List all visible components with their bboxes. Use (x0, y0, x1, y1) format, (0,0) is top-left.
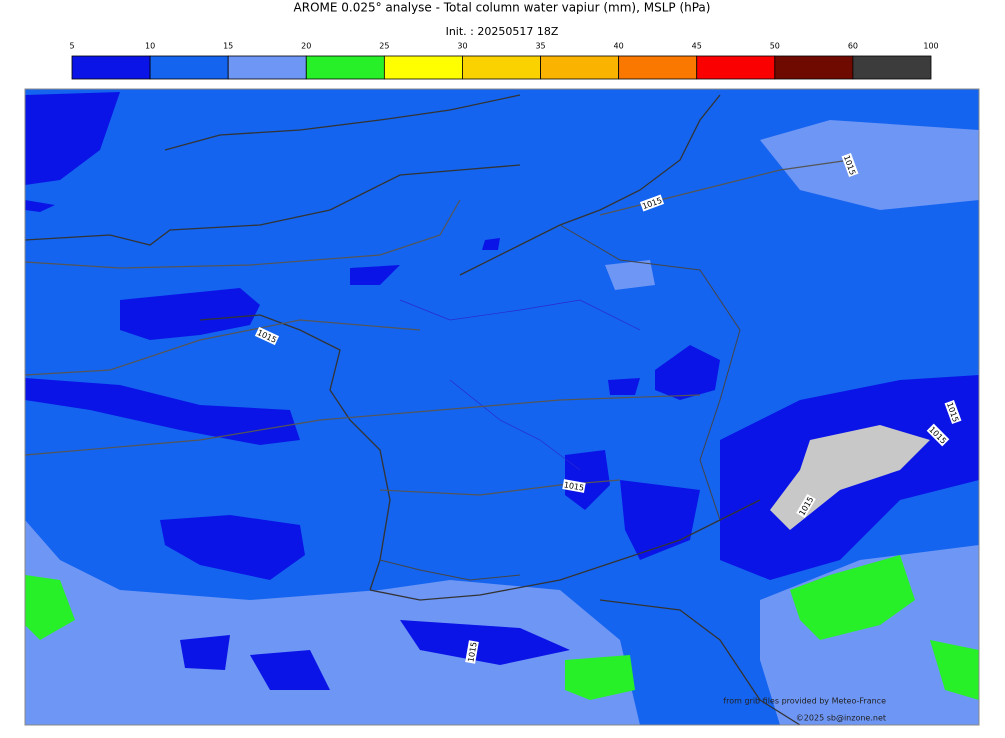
isobar-label-box (944, 399, 962, 425)
isobar-label-text: 1015 (466, 641, 478, 663)
colorbar-tick-label: 5 (69, 42, 74, 51)
colorbar-tick-label: 20 (301, 42, 311, 51)
colorbar-tick-label: 25 (379, 42, 389, 51)
colorbar-segment (618, 55, 698, 80)
colorbar-tick-label: 30 (457, 42, 467, 51)
colorbar-segment (540, 55, 620, 80)
colorbar-tick-label: 50 (770, 42, 780, 51)
colorbar-tick-label: 100 (923, 42, 938, 51)
isobar-label-box (639, 194, 665, 212)
isobar-label: 1015 (562, 479, 586, 493)
colorbar-segment (696, 55, 776, 80)
colorbar-segment (305, 55, 385, 80)
colorbar-segment (774, 55, 854, 80)
colorbar-segment (852, 55, 932, 80)
colorbar-segment (462, 55, 541, 80)
geography (24, 94, 851, 726)
isobar-label-box (465, 640, 479, 664)
vapour-fields (25, 92, 979, 725)
map-frame (24, 88, 980, 726)
title: AROME 0.025° analyse - Total column wate… (294, 1, 711, 15)
colorbar-segment (71, 55, 151, 80)
isobar-label-text: 1015 (563, 480, 585, 492)
isobar-label: 1015 (465, 640, 479, 664)
colorbar-segment (383, 55, 463, 80)
colorbar-tick-label: 15 (223, 42, 233, 51)
credit: from grib files provided by Meteo-France (723, 697, 886, 706)
credit: ©2025 sb@inzone.net (796, 714, 886, 723)
colorbar: 5 10 15 20 25 30 35 40 45 50 60 100 (69, 42, 939, 80)
isobar-label-box (562, 479, 586, 493)
colorbar-tick-label: 45 (692, 42, 702, 51)
init-time: Init. : 20250517 18Z (446, 25, 559, 38)
colorbar-tick-label: 10 (145, 42, 155, 51)
colorbar-tick-label: 40 (614, 42, 624, 51)
isobar-label-box (841, 152, 859, 178)
colorbar-tick-label: 60 (848, 42, 858, 51)
colorbar-segment (227, 55, 307, 80)
isobar-label-box (926, 423, 950, 447)
colorbar-segment (149, 55, 229, 80)
isobar-label-box (254, 326, 280, 346)
colorbar-tick-label: 35 (535, 42, 545, 51)
isobar-label-box (796, 493, 816, 519)
